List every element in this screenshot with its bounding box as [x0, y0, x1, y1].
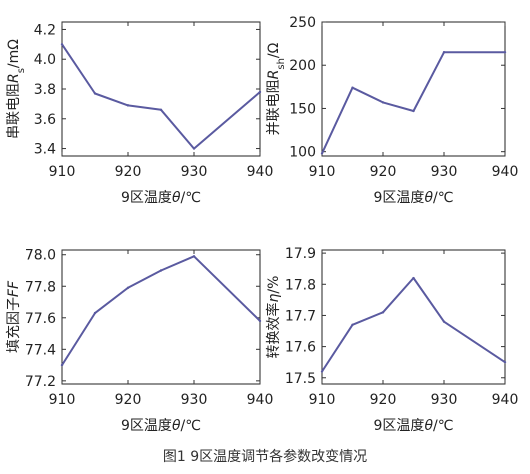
x-tick-label: 910: [309, 164, 336, 180]
x-tick-label: 940: [492, 164, 519, 180]
y-tick-label: 17.8: [285, 277, 316, 293]
series-line: [321, 277, 506, 373]
x-tick-label: 920: [115, 164, 142, 180]
data-point: [412, 109, 415, 113]
axes-frame: [61, 249, 261, 385]
x-tick-label: 930: [431, 164, 458, 180]
y-tick-label: 78.0: [25, 248, 56, 264]
y-tick-label: 17.7: [285, 308, 316, 324]
y-tick-label: 17.9: [285, 246, 316, 262]
data-point: [503, 360, 507, 364]
y-tick-label: 4.0: [34, 52, 56, 68]
y-tick-label: 200: [289, 58, 316, 74]
data-point: [258, 319, 262, 323]
axes-frame: [321, 249, 506, 385]
series-line: [61, 43, 261, 150]
x-tick-label: 920: [115, 392, 142, 408]
x-tick-label: 920: [370, 164, 397, 180]
data-point: [442, 320, 446, 323]
data-point: [381, 311, 385, 314]
y-tick-label: 17.6: [285, 340, 316, 356]
y-tick-label: 3.6: [34, 112, 56, 128]
y-axis-label: 并联电阻Rsh/Ω: [266, 42, 287, 135]
data-point: [442, 51, 446, 54]
y-tick-label: 3.4: [34, 142, 56, 158]
data-point: [60, 43, 64, 46]
y-axis-label: 转换效率η/%: [265, 276, 282, 359]
y-tick-label: 150: [289, 101, 316, 117]
x-tick-label: 910: [309, 392, 336, 408]
x-tick-label: 910: [49, 392, 76, 408]
x-axis-label: 9区温度θ/℃: [121, 418, 201, 434]
series-line: [321, 51, 505, 154]
x-axis-label: 9区温度θ/℃: [374, 190, 454, 206]
y-tick-label: 100: [289, 145, 316, 161]
y-tick-label: 77.4: [25, 342, 56, 358]
x-tick-label: 930: [181, 164, 208, 180]
axes-frame: [321, 21, 506, 157]
data-point: [126, 286, 130, 290]
data-point: [159, 108, 163, 112]
data-point: [93, 92, 97, 95]
data-point: [93, 311, 97, 315]
x-axis-label: 9区温度θ/℃: [374, 418, 454, 434]
x-tick-label: 940: [247, 164, 274, 180]
chart-panel-4: 17.5 17.6 17.7 17.8 17.9 910 920 930 940 9区温度θ/℃ 转…: [265, 246, 518, 434]
data-point: [351, 86, 354, 89]
x-tick-label: 910: [49, 164, 76, 180]
y-tick-label: 250: [289, 15, 316, 31]
figure-caption: 图1 9区温度调节各参数改变情况: [162, 449, 368, 465]
y-tick-label: 3.8: [34, 82, 56, 98]
x-axis-label: 9区温度θ/℃: [121, 190, 201, 206]
x-tick-label: 930: [431, 392, 458, 408]
data-point: [351, 323, 354, 326]
data-point: [126, 104, 130, 107]
y-axis-label: 串联电阻Rs/mΩ: [6, 39, 27, 139]
y-tick-label: 4.2: [34, 22, 56, 38]
y-axis-label: 填充因子FF: [6, 280, 22, 353]
y-tick-label: 17.5: [285, 371, 316, 387]
data-point: [503, 51, 507, 54]
data-point: [192, 147, 196, 150]
chart-panel-3: 77.2 77.4 77.6 77.8 78.0 910 920 930 940 9区温度θ/℃ 填…: [6, 248, 273, 434]
data-point: [192, 255, 196, 258]
x-tick-label: 930: [181, 392, 208, 408]
y-tick-label: 77.8: [25, 279, 56, 295]
chart-panel-1: 3.4 3.6 3.8 4.0 4.2 910 920 930 940 9区温度θ/℃ 串联电阻Rs…: [6, 21, 274, 206]
data-point: [320, 370, 324, 373]
x-tick-label: 940: [247, 392, 274, 408]
data-point: [381, 101, 385, 104]
data-point: [412, 276, 415, 280]
data-point: [320, 152, 324, 155]
x-tick-label: 940: [492, 392, 519, 408]
data-point: [258, 90, 262, 94]
x-tick-label: 920: [370, 392, 397, 408]
y-tick-label: 77.2: [25, 374, 56, 390]
data-point: [159, 269, 163, 272]
y-tick-label: 77.6: [25, 311, 56, 327]
data-point: [60, 363, 64, 367]
series-line: [61, 255, 261, 366]
chart-panel-2: 100 150 200 250 910 920 930 940 9区温度θ/℃ 并联电阻Rsh/Ω: [266, 15, 518, 206]
